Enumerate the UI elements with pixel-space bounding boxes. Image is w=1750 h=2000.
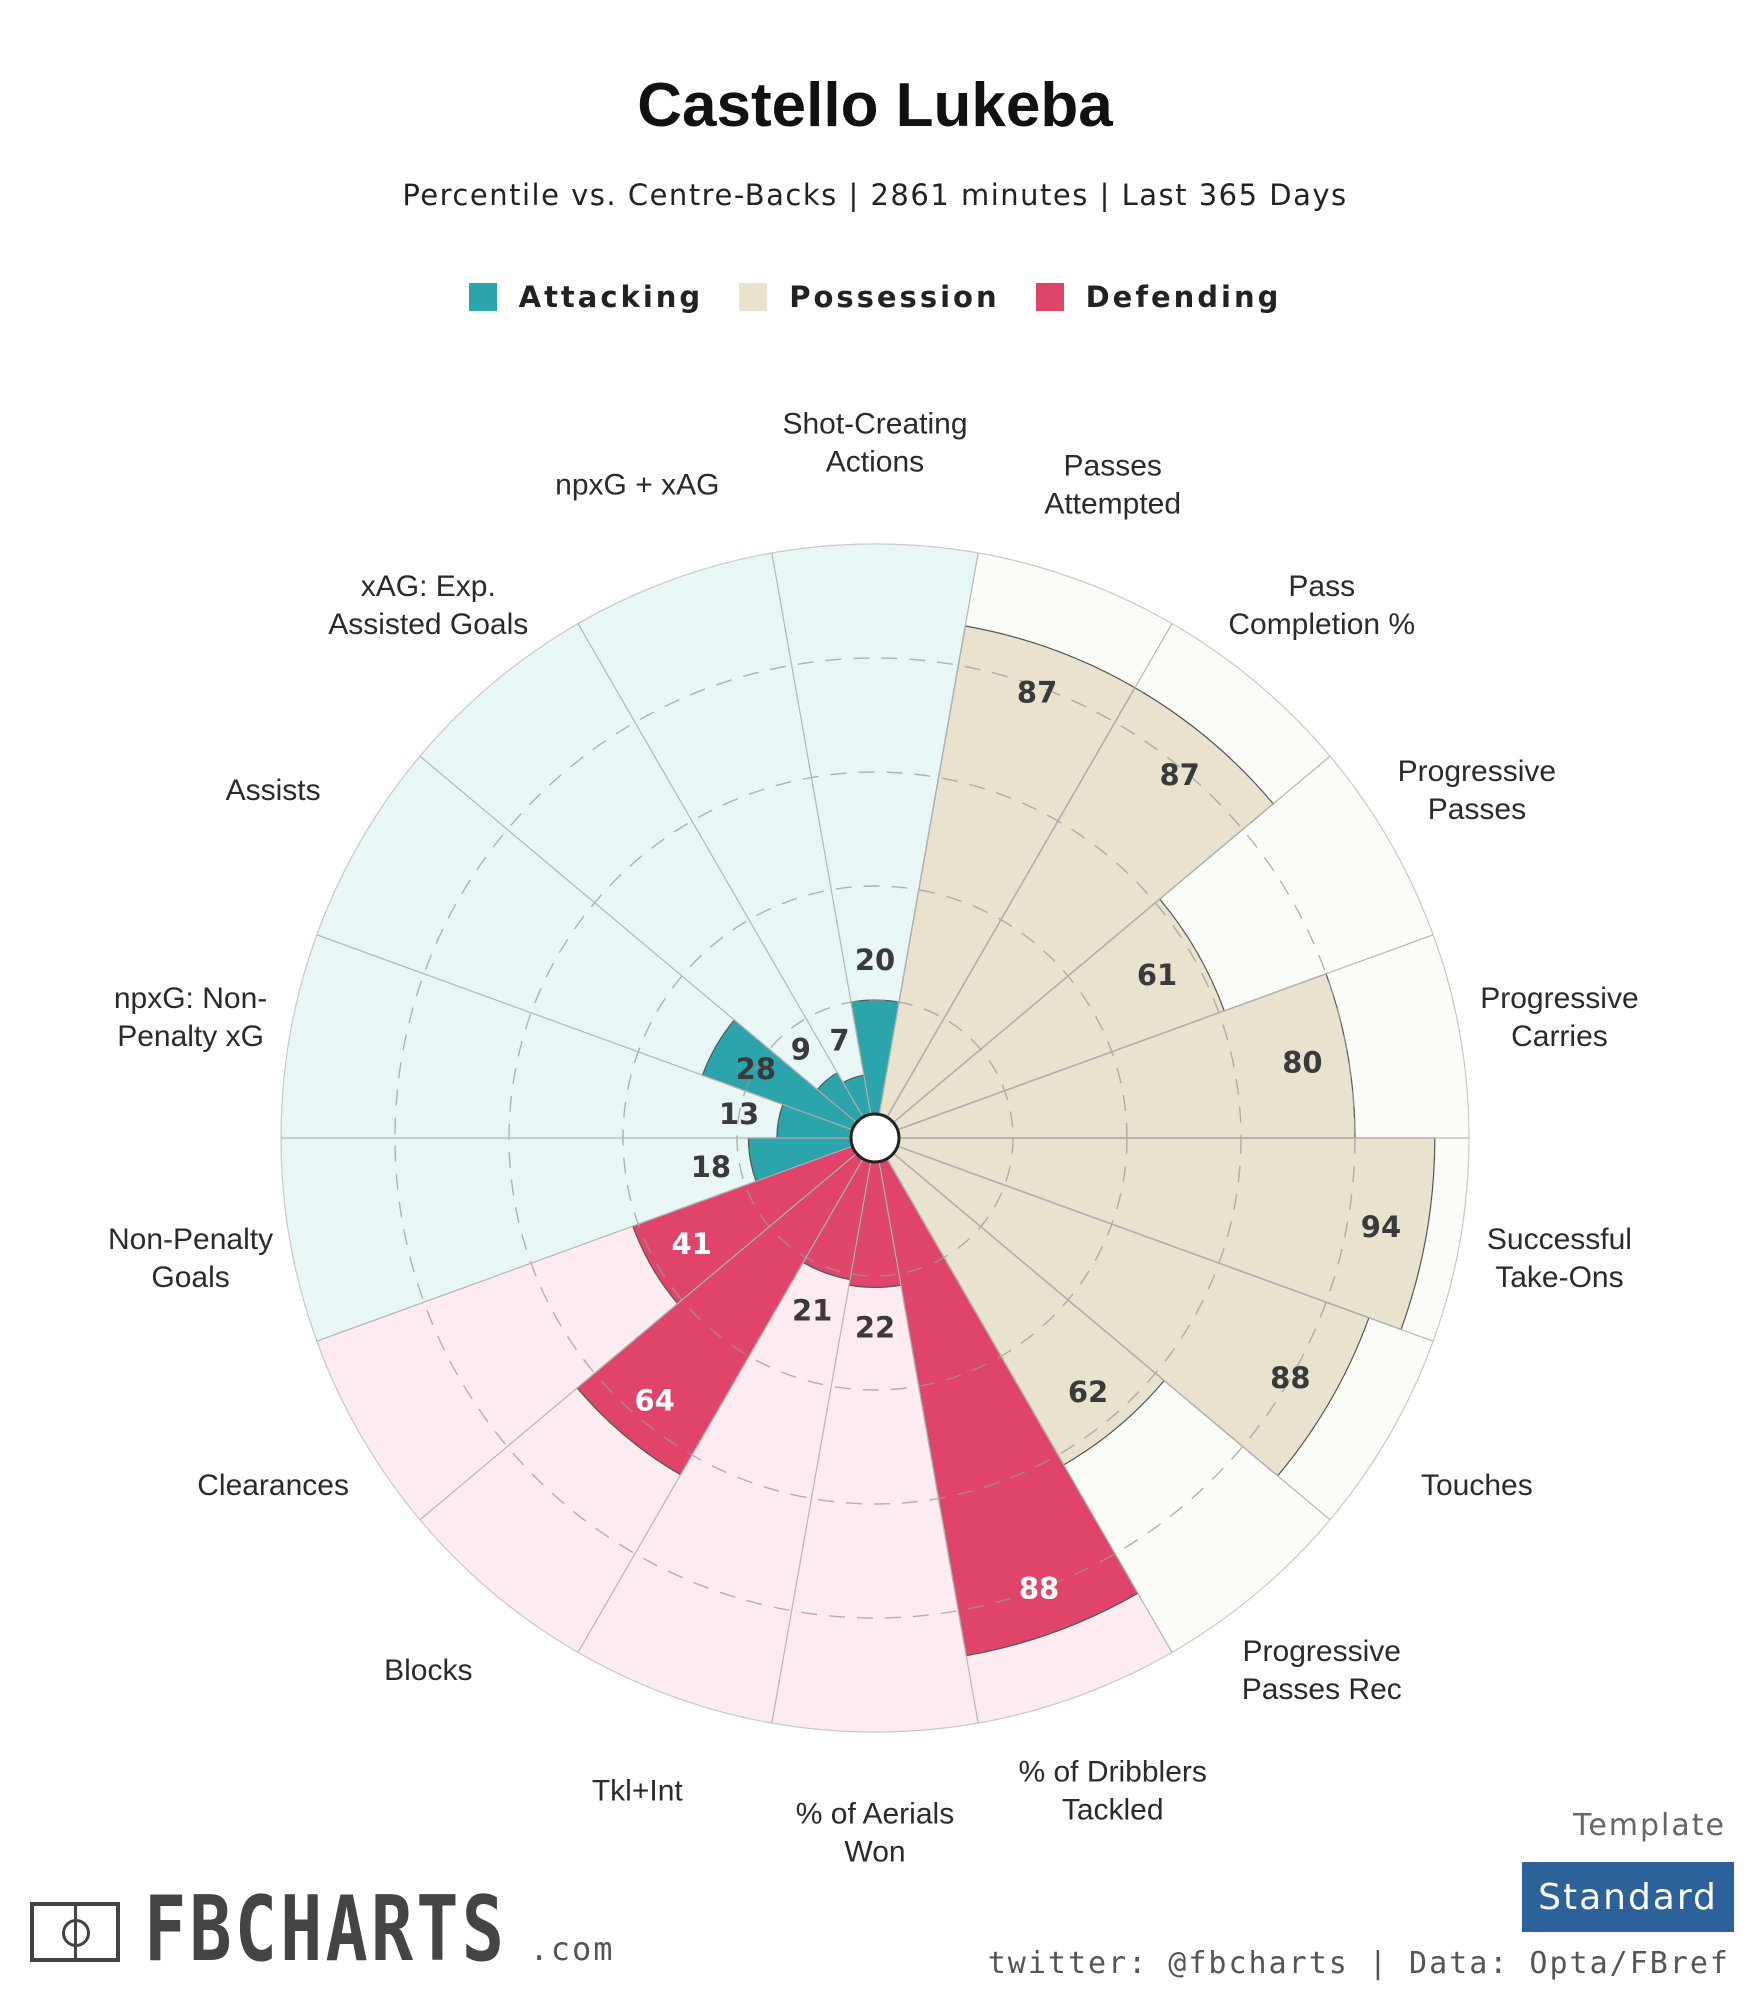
category-label-of-aerials-won: % of Aerials Won (796, 1798, 954, 1869)
spoke (897, 1145, 1434, 1342)
category-label-pass-completion: Pass Completion % (1228, 570, 1415, 641)
category-label-tkl-int: Tkl+Int (592, 1775, 684, 1808)
legend-label-defending: Defending (1085, 280, 1282, 314)
spoke (419, 1152, 857, 1521)
value-label-pass-completion: 87 (1159, 758, 1199, 792)
spoke (771, 1161, 872, 1724)
wedge-dividers (281, 552, 1469, 1724)
category-label-xag-exp-assisted-goals: xAG: Exp. Assisted Goals (328, 570, 528, 641)
category-label-npxg-non-penalty-xg: npxG: Non-Penalty xG (114, 982, 267, 1053)
brand-name: FBCHARTS (144, 1877, 508, 1982)
spoke (771, 552, 872, 1115)
legend-item-possession: Possession (739, 280, 999, 314)
bg-wedge-shot-creating-actions (771, 543, 979, 1115)
spoke (886, 1158, 1173, 1653)
spoke (419, 755, 857, 1124)
template-badge: Standard (1522, 1862, 1734, 1932)
category-label-npxg-xag: npxG + xAG (555, 468, 719, 501)
spoke (897, 934, 1434, 1131)
bg-wedge-tkl-int (578, 1158, 871, 1723)
category-label-shot-creating-actions: Shot-Creating Actions (782, 408, 967, 479)
value-label-xag-exp-assisted-goals: 9 (791, 1033, 811, 1067)
category-label-clearances: Clearances (197, 1469, 349, 1502)
center-hole (849, 1112, 901, 1164)
value-label-npxg-xag: 7 (829, 1023, 849, 1057)
bg-wedge-npxg-xag (578, 553, 871, 1118)
legend-label-possession: Possession (789, 280, 1000, 314)
category-labels: Shot-Creating Actions Passes Attempted Pass C… (108, 408, 1639, 1869)
category-label-passes-attempted: Passes Attempted (1044, 449, 1181, 520)
spoke (878, 1161, 979, 1724)
bg-wedge-of-aerials-won (771, 1161, 979, 1733)
value-label-blocks: 64 (634, 1384, 674, 1418)
bg-wedge-non-penalty-goals (281, 1138, 853, 1342)
value-label-tkl-int: 21 (792, 1294, 832, 1328)
category-label-of-dribblers-tackled: % of Dribblers Tackled (1018, 1756, 1206, 1827)
value-label-npxg-non-penalty-xg: 13 (719, 1097, 759, 1131)
category-label-assists: Assists (226, 774, 321, 807)
category-label-non-penalty-goals: Non-Penalty Goals (108, 1223, 273, 1294)
template-label: Template (1573, 1808, 1726, 1843)
value-label-progressive-passes-rec: 62 (1068, 1375, 1108, 1409)
spoke (577, 623, 864, 1118)
spoke (893, 1152, 1331, 1521)
category-label-progressive-passes: Progressive Passes (1398, 755, 1556, 826)
legend-item-defending: Defending (1035, 280, 1282, 314)
category-label-progressive-carries: Progressive Carries (1480, 982, 1638, 1053)
spoke (886, 623, 1173, 1118)
spoke (316, 934, 853, 1131)
value-label-non-penalty-goals: 18 (691, 1150, 731, 1184)
spoke (577, 1158, 864, 1653)
value-wedges (576, 625, 1436, 1657)
chart-title: Castello Lukeba (637, 71, 1113, 140)
bg-wedge-xag-exp-assisted-goals (419, 623, 863, 1123)
value-label-clearances: 41 (671, 1227, 711, 1261)
center-circle (849, 1112, 901, 1164)
value-label-shot-creating-actions: 20 (855, 943, 895, 977)
legend-label-attacking: Attacking (518, 280, 704, 314)
value-label-of-dribblers-tackled: 88 (1019, 1572, 1059, 1606)
legend-item-attacking: Attacking (468, 280, 704, 314)
footer-credit: twitter: @fbcharts | Data: Opta/FBref (987, 1946, 1730, 1981)
chart-legend: Attacking Possession Defending (0, 280, 1750, 314)
value-label-passes-attempted: 87 (1017, 676, 1057, 710)
value-label-successful-take-ons: 94 (1361, 1210, 1401, 1244)
spoke (878, 552, 979, 1115)
legend-swatch-attacking (468, 283, 497, 311)
category-label-successful-take-ons: Successful Take-Ons (1487, 1223, 1632, 1294)
category-label-progressive-passes-rec: Progressive Passes Rec (1242, 1635, 1402, 1706)
pitch-icon (30, 1902, 120, 1962)
category-label-blocks: Blocks (384, 1654, 472, 1687)
fbcharts-logo: FBCHARTS .com (30, 1877, 615, 1982)
chart-subtitle: Percentile vs. Centre-Backs | 2861 minut… (402, 178, 1348, 212)
legend-swatch-defending (1035, 283, 1064, 311)
value-label-progressive-carries: 80 (1282, 1046, 1322, 1080)
value-label-of-aerials-won: 22 (855, 1310, 895, 1344)
spoke (893, 755, 1331, 1124)
brand-suffix: .com (529, 1930, 615, 1968)
spoke (316, 1145, 853, 1342)
value-labels: 20 87 87 61 80 94 88 62 88 22 21 64 41 18 13 28 9 7 (634, 676, 1401, 1606)
value-label-touches: 88 (1270, 1361, 1310, 1395)
value-label-assists: 28 (736, 1052, 776, 1086)
value-label-progressive-passes: 61 (1137, 958, 1177, 992)
legend-swatch-possession (739, 283, 768, 311)
category-label-touches: Touches (1421, 1469, 1533, 1502)
bg-wedge-npxg-non-penalty-xg (281, 934, 853, 1138)
